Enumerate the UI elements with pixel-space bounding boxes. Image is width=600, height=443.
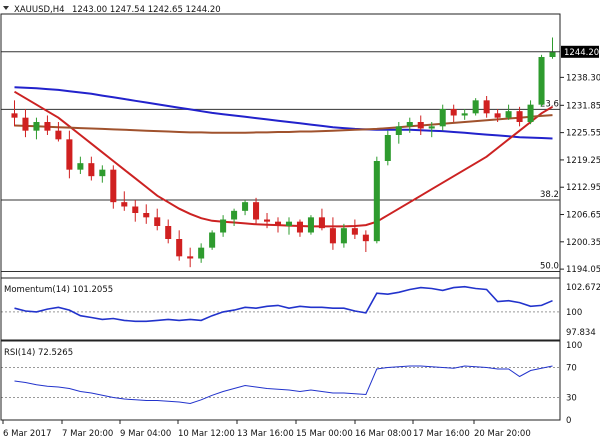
y-tick-label: 1238.30 [566,73,600,83]
momentum-tick-label: 100 [566,308,582,318]
last-price-badge [561,45,599,58]
candle-body [66,139,73,170]
y-tick-label: 1206.65 [566,211,600,221]
candle-body [351,228,358,235]
y-tick-label: 1212.95 [566,183,600,193]
x-tick-label: 10 Mar 12:00 [178,429,235,439]
candle-body [22,117,29,131]
momentum-tick-label: 102.6729 [566,283,600,293]
candle-body [505,111,512,118]
candle-body [296,221,303,233]
candle-body [198,247,205,259]
candle-body [318,217,325,229]
x-tick-label: 7 Mar 20:00 [62,429,113,439]
momentum-title: Momentum(14) 101.2055 [4,285,113,295]
momentum-line [14,285,553,323]
candle-body [538,57,545,105]
candle-body [417,122,424,129]
candle-body [44,122,51,131]
candle-body [121,202,128,207]
candle-body [11,113,18,118]
candle-body [472,100,479,114]
candle-body [450,109,457,116]
x-tick-label: 13 Mar 16:00 [237,429,294,439]
candle-body [285,221,293,226]
moving-average-line [14,86,553,140]
rsi-title: RSI(14) 72.5265 [4,348,73,358]
candle-body [494,113,501,118]
candle-body [187,256,194,259]
moving-average-line [13,90,554,228]
candle-body [340,228,347,244]
moving-average-line [14,114,553,134]
fib-level-label: 23.6 [540,99,559,109]
rsi-panel-frame [0,340,561,421]
candle-body [395,126,402,135]
fib-level-label: 38.2 [540,190,559,200]
candle-body [165,226,172,239]
candle-body [88,163,95,177]
candle-body [527,104,534,122]
chart-title: XAUUSD,H4 [14,5,65,15]
x-tick-label: 16 Mar 08:00 [355,429,412,439]
rsi-tick-label: 0 [566,416,571,426]
last-price-label: 1244.20 [564,48,599,58]
rsi-tick-label: 30 [566,394,577,404]
candle-body [99,169,106,177]
candle-body [373,161,380,242]
candle-body [483,100,490,114]
candle-body [176,239,183,257]
momentum-tick-label: 97.834 [566,328,596,338]
candle-body [209,232,216,248]
x-tick-label: 17 Mar 16:00 [413,429,470,439]
candle-body [33,122,40,131]
fib-level-label: 50.0 [540,262,559,272]
candle-body [55,130,62,140]
x-tick-label: 6 Mar 2017 [3,429,51,439]
y-tick-label: 1219.25 [566,156,600,166]
y-tick-label: 1194.05 [566,265,600,275]
collapse-arrow-icon[interactable] [3,6,9,10]
y-tick-label: 1225.55 [566,129,600,139]
candle-body [362,234,369,242]
candle-body [329,228,336,244]
candle-body [77,163,84,170]
candle-body [220,219,227,233]
rsi-tick-label: 100 [566,341,582,351]
candle-body [242,202,249,211]
candle-body [253,202,260,220]
candle-body [274,221,282,226]
x-tick-label: 15 Mar 00:00 [296,429,353,439]
x-tick-label: 20 Mar 20:00 [474,429,531,439]
candle-body [143,213,150,218]
candle-body [428,126,435,129]
ohlc-header: 1243.00 1247.54 1242.65 1244.20 [72,5,221,15]
y-tick-label: 1200.35 [566,238,600,248]
y-tick-label: 1231.85 [566,101,600,111]
rsi-tick-label: 70 [566,364,577,374]
candle-body [439,109,446,127]
main-panel-frame [0,13,561,279]
candle-body [264,219,271,222]
candle-body [406,122,413,127]
candle-body [307,217,314,233]
momentum-panel-frame [0,277,561,341]
x-tick-label: 9 Mar 04:00 [120,429,171,439]
candle-body [516,111,523,122]
rsi-line [14,365,553,405]
candle-body [461,113,468,116]
candle-body [110,169,117,203]
candle-body [231,210,238,220]
candle-body [384,135,391,161]
candle-body [549,51,556,57]
candle-body [132,206,139,213]
candle-body [154,217,161,226]
